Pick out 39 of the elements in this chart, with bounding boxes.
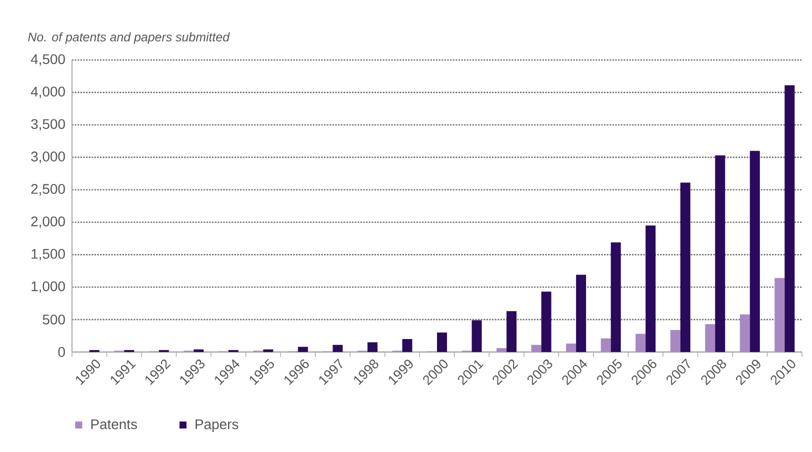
bar [531,344,542,352]
y-tick-label: 1,000 [32,281,65,293]
bar [636,334,646,352]
y-tick-label: 4,000 [30,86,65,98]
legend-label: Patents [91,419,137,430]
bar [541,292,552,352]
y-tick-label: 1,500 [32,248,65,260]
legend-label: Papers [196,419,238,432]
bar [740,314,750,352]
bar [496,348,507,352]
bar [332,344,343,352]
bar [774,278,785,352]
y-tick-label: 0 [58,347,65,357]
y-tick-label: 2,500 [31,184,65,196]
bar [610,242,621,352]
y-tick-label: 2,000 [31,216,65,228]
y-tick-label: 500 [42,314,65,324]
bar [506,311,517,352]
y-tick-label: 4,500 [30,54,65,66]
bar [670,330,680,352]
y-tick-label: 3,000 [31,152,65,164]
bar [600,338,611,352]
bar [715,155,726,352]
bar [263,349,274,352]
bar [194,349,204,352]
y-axis-title: No. of patents and papers submitted [28,32,230,44]
bar [705,324,716,352]
bar [367,342,378,352]
bar [576,274,586,352]
bar [784,85,795,352]
bar [298,346,308,352]
bar [646,225,656,352]
bar [750,150,760,352]
bar [566,344,576,352]
bar [402,339,412,352]
bar [680,182,690,352]
y-tick-label: 3,500 [31,119,65,131]
bar [472,320,482,352]
bar [437,332,448,352]
